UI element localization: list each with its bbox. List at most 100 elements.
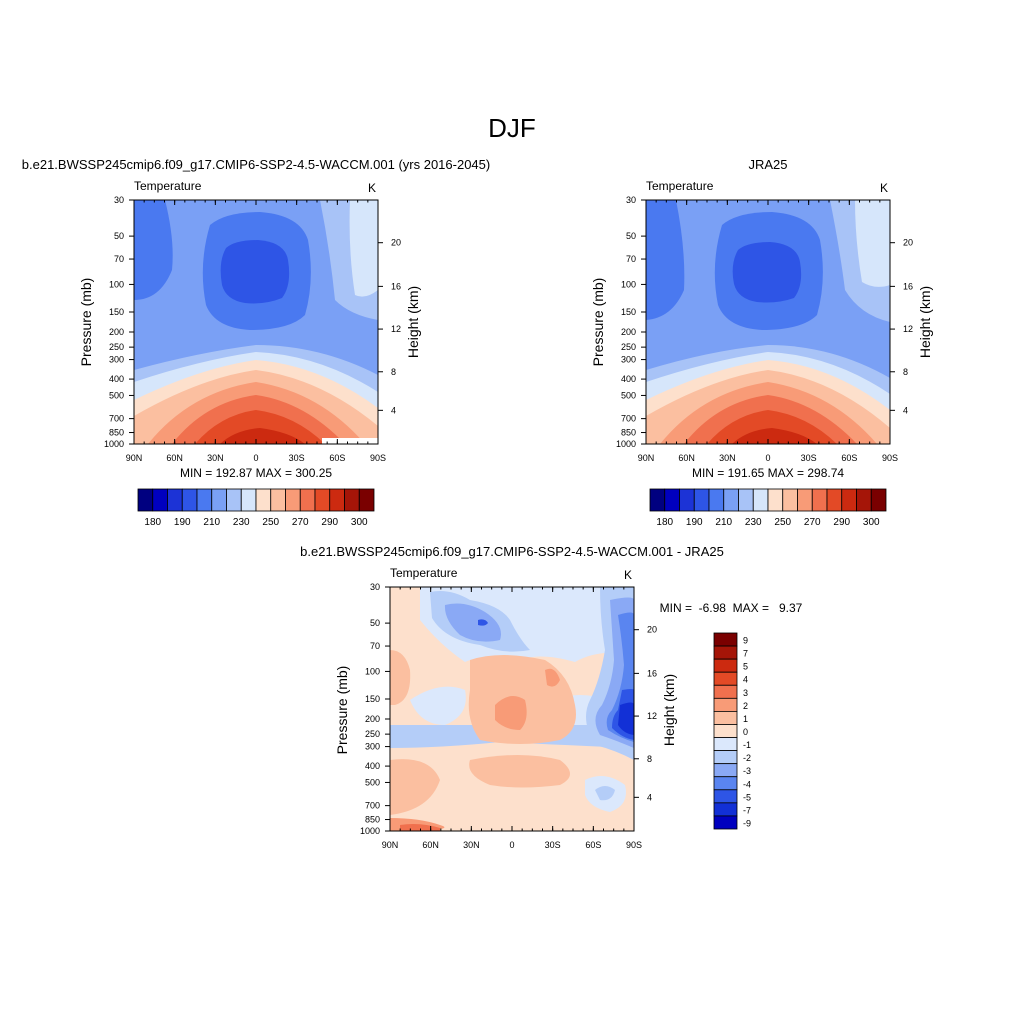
- y-tick-label: 1000: [616, 439, 636, 449]
- x-tick-label: 60S: [841, 453, 857, 463]
- units-label: K: [624, 568, 632, 582]
- y-tick-label: 300: [365, 742, 380, 752]
- fill-band: [478, 619, 488, 626]
- height-tick-label: 12: [647, 711, 657, 721]
- colorbar-swatch: [782, 488, 798, 512]
- colorbar-swatch: [152, 488, 168, 512]
- min-max-label: MIN = 191.65 MAX = 298.74: [692, 466, 844, 480]
- y-tick-label: 250: [365, 729, 380, 739]
- panel-subtitle: JRA25: [748, 157, 787, 172]
- colorbar-swatch: [181, 488, 198, 512]
- x-tick-label: 90N: [382, 840, 399, 850]
- y-tick-label: 400: [109, 374, 124, 384]
- y-tick-label: 250: [621, 342, 636, 352]
- y-tick-label: 150: [109, 307, 124, 317]
- panel-subtitle: b.e21.BWSSP245cmip6.f09_g17.CMIP6-SSP2-4…: [22, 157, 490, 172]
- axes: 90N 60N 30N 0 30S 60S 90S 30 50 70 100 150 200 250 300…: [616, 195, 913, 463]
- y-tick-label: 70: [370, 641, 380, 651]
- colorbar-swatch: [797, 488, 813, 512]
- colorbar-swatch: [713, 658, 738, 673]
- colorbar-swatch: [713, 802, 738, 817]
- colorbar-label: 300: [863, 517, 880, 528]
- colorbar-swatch: [713, 789, 738, 804]
- colorbar-swatch: [196, 488, 213, 512]
- panel-subtitle: b.e21.BWSSP245cmip6.f09_g17.CMIP6-SSP2-4…: [300, 544, 724, 559]
- colorbar-swatch: [713, 776, 738, 791]
- y-tick-label: 150: [621, 307, 636, 317]
- fill-band: [195, 410, 325, 444]
- height-tick-label: 4: [391, 405, 396, 415]
- x-tick-label: 90N: [638, 453, 655, 463]
- x-tick-label: 90S: [882, 453, 898, 463]
- colorbar-swatch: [344, 488, 360, 512]
- height-tick-label: 16: [391, 281, 401, 291]
- fill-band: [390, 650, 411, 705]
- y-axis-label: Pressure (mb): [590, 278, 606, 367]
- colorbar-swatch: [713, 645, 738, 660]
- x-tick-label: 30N: [207, 453, 224, 463]
- colorbar-label: -2: [743, 753, 751, 763]
- colorbar-swatch: [870, 488, 887, 512]
- height-tick-label: 16: [647, 668, 657, 678]
- fill-band: [390, 759, 440, 815]
- x-tick-label: 60N: [166, 453, 183, 463]
- y-tick-label: 300: [109, 355, 124, 365]
- colorbar-swatch: [226, 488, 242, 512]
- fill-band: [646, 200, 685, 320]
- panel-model: b.e21.BWSSP245cmip6.f09_g17.CMIP6-SSP2-4…: [22, 157, 490, 528]
- y-tick-label: 50: [370, 618, 380, 628]
- y-tick-label: 850: [621, 428, 636, 438]
- y-tick-label: 70: [626, 254, 636, 264]
- colorbar-swatch: [841, 488, 857, 512]
- y-tick-label: 700: [621, 414, 636, 424]
- colorbar-swatch: [240, 488, 257, 512]
- colorbar-swatch: [693, 488, 710, 512]
- colorbar-label: 270: [292, 517, 309, 528]
- x-tick-label: 0: [509, 840, 514, 850]
- y-axis-label-right: Height (km): [917, 286, 933, 358]
- colorbar-swatch: [752, 488, 769, 512]
- colorbar-swatch: [713, 763, 738, 778]
- colorbar-label: -4: [743, 779, 751, 789]
- x-tick-label: 30N: [463, 840, 480, 850]
- colorbar-label: 190: [174, 517, 191, 528]
- contour-field: [134, 200, 378, 444]
- colorbar-label: 230: [233, 517, 250, 528]
- field-label: Temperature: [390, 566, 458, 580]
- height-tick-label: 4: [647, 792, 652, 802]
- colorbar: 180 190 210 230 250 270 290 300: [137, 488, 375, 528]
- missing-data-mask: [322, 438, 378, 444]
- y-tick-label: 100: [109, 279, 124, 289]
- colorbar-swatch: [167, 488, 183, 512]
- y-tick-label: 100: [621, 279, 636, 289]
- min-max-label: MIN = 192.87 MAX = 300.25: [180, 466, 332, 480]
- colorbar-swatch: [255, 488, 272, 512]
- height-tick-label: 12: [903, 324, 913, 334]
- x-tick-label: 30S: [801, 453, 817, 463]
- fill-band: [868, 346, 890, 366]
- colorbar-label: 210: [715, 517, 732, 528]
- contour-field: [646, 200, 890, 444]
- x-tick-label: 0: [765, 453, 770, 463]
- colorbar-swatch: [713, 815, 738, 830]
- panel-obs: JRA25 Temperature K 90N 60N 30N 0 30S 60S 90S 3…: [590, 157, 933, 528]
- y-tick-label: 300: [621, 355, 636, 365]
- colorbar-swatch: [708, 488, 725, 512]
- colorbar-swatch: [270, 488, 286, 512]
- colorbar-swatch: [137, 488, 154, 512]
- y-tick-label: 500: [621, 390, 636, 400]
- colorbar-label: -1: [743, 740, 751, 750]
- colorbar-label: 270: [804, 517, 821, 528]
- units-label: K: [368, 181, 376, 195]
- colorbar-label: -7: [743, 805, 751, 815]
- x-tick-label: 90S: [626, 840, 642, 850]
- fill-band: [220, 428, 305, 444]
- fill-band: [595, 786, 615, 801]
- colorbar-label: 4: [743, 675, 748, 685]
- figure-title: DJF: [488, 113, 536, 143]
- colorbar-swatch: [299, 488, 316, 512]
- colorbar-swatch: [285, 488, 301, 512]
- x-tick-label: 30N: [719, 453, 736, 463]
- colorbar: 9 7 5 4 3 2 1 0 -1 -2 -3 -4 -5 -7 -9: [713, 632, 751, 830]
- y-tick-label: 100: [365, 666, 380, 676]
